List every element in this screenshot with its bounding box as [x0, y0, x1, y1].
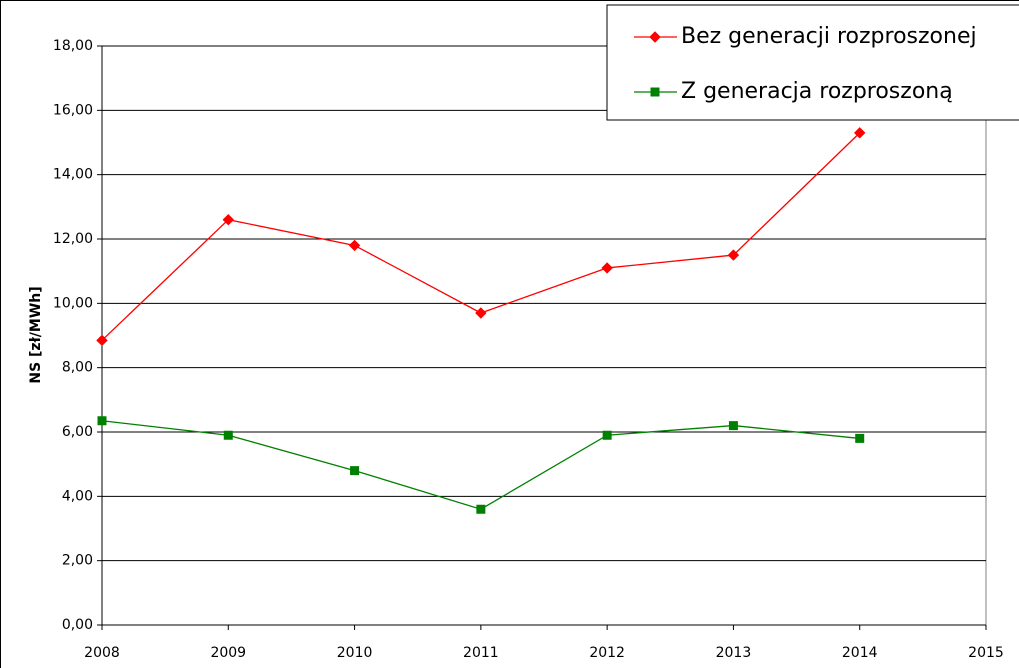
point [601, 262, 613, 274]
y-tick-label: 4,00 [62, 488, 93, 504]
y-tick-label: 10,00 [53, 295, 93, 311]
point [476, 504, 486, 514]
y-tick-label: 12,00 [53, 231, 93, 247]
x-tick-label: 2012 [589, 645, 625, 661]
legend-marker [650, 87, 660, 97]
y-tick-label: 18,00 [53, 38, 93, 54]
point [222, 213, 234, 226]
y-tick-label: 16,00 [53, 102, 93, 118]
point [348, 239, 361, 252]
point [855, 433, 865, 443]
y-tick-label: 6,00 [62, 424, 93, 440]
point [475, 307, 487, 319]
legend-marker [649, 31, 661, 43]
x-tick-label: 2011 [463, 645, 499, 661]
y-axis-label: NS [zł/MWh] [28, 286, 44, 383]
point [727, 249, 740, 261]
x-tick-label: 2013 [716, 645, 752, 661]
point [854, 127, 866, 139]
legend-box [606, 4, 1019, 121]
y-tick-label: 8,00 [62, 360, 93, 376]
point [97, 416, 107, 426]
x-tick-label: 2008 [84, 645, 120, 661]
x-tick-label: 2015 [968, 645, 1004, 661]
point [350, 466, 360, 476]
y-tick-label: 2,00 [62, 553, 93, 569]
point [728, 421, 738, 431]
point [96, 334, 108, 347]
x-tick-label: 2010 [337, 645, 373, 661]
legend-label: Bez generacji rozproszonej [681, 24, 977, 49]
point [602, 430, 612, 440]
x-tick-label: 2014 [842, 645, 878, 661]
y-tick-label: 14,00 [53, 167, 93, 183]
x-tick-label: 2009 [210, 645, 246, 661]
point [223, 430, 233, 440]
legend-label: Z generacja rozproszoną [681, 79, 953, 104]
y-tick-label: 0,00 [62, 617, 93, 633]
plot-area [101, 45, 987, 626]
